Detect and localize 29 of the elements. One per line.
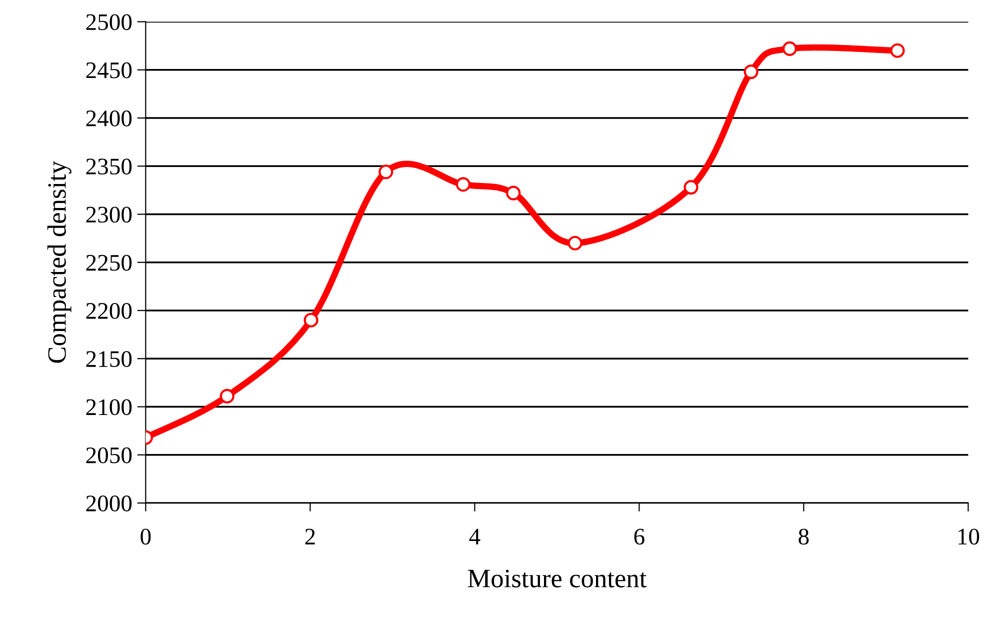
y-tick-label: 2250 bbox=[86, 254, 132, 271]
x-tick-label: 4 bbox=[469, 528, 480, 544]
point bbox=[378, 164, 394, 180]
x-tick-label: 2 bbox=[305, 528, 315, 544]
y-tick-label: 2450 bbox=[86, 62, 132, 78]
y-tick-label: 2400 bbox=[86, 110, 132, 126]
y-tick-label: 2150 bbox=[86, 351, 132, 368]
y-tick-label: 2050 bbox=[86, 447, 132, 464]
point bbox=[568, 236, 582, 250]
y-tick-label: 2000 bbox=[86, 496, 132, 512]
x-tick-label: 6 bbox=[634, 528, 644, 545]
point bbox=[782, 41, 798, 56]
point bbox=[456, 177, 470, 192]
y-tick-label: 2300 bbox=[86, 206, 132, 223]
x-tick-label: 8 bbox=[798, 528, 809, 545]
y-tick-label: 2500 bbox=[86, 14, 132, 30]
y-tick-label: 2200 bbox=[86, 302, 132, 319]
y-tick-label: 2350 bbox=[86, 158, 132, 175]
point bbox=[304, 312, 318, 328]
x-tick-label: 0 bbox=[140, 528, 151, 545]
point bbox=[890, 43, 905, 58]
y-tick-label: 2100 bbox=[86, 399, 132, 416]
point bbox=[506, 186, 521, 200]
point bbox=[684, 180, 698, 195]
x-axis-title: Moisture content bbox=[468, 570, 647, 588]
y-axis-title: Compacted density bbox=[47, 160, 72, 363]
point bbox=[220, 388, 234, 404]
x-tick-label: 10 bbox=[958, 528, 980, 545]
point bbox=[744, 64, 758, 80]
